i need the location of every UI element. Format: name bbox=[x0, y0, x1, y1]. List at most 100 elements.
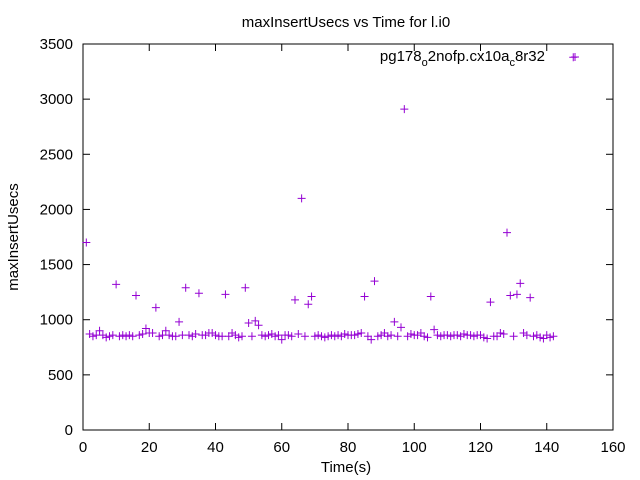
data-point bbox=[128, 332, 137, 341]
data-point bbox=[373, 332, 382, 341]
data-point bbox=[380, 328, 389, 337]
data-point bbox=[85, 330, 94, 339]
data-point bbox=[135, 331, 144, 340]
data-point bbox=[393, 332, 402, 341]
data-point bbox=[194, 289, 203, 298]
x-tick-label: 140 bbox=[534, 439, 559, 456]
data-point bbox=[483, 334, 492, 343]
data-point bbox=[453, 331, 462, 340]
data-point bbox=[569, 53, 578, 62]
data-point bbox=[188, 332, 197, 341]
y-tick-label: 500 bbox=[48, 367, 73, 384]
data-point bbox=[277, 335, 286, 344]
data-point bbox=[211, 331, 220, 340]
x-tick-label: 100 bbox=[402, 439, 427, 456]
legend-label: pg178o2nofp.cx10ac8r32 bbox=[380, 48, 545, 69]
data-point bbox=[363, 332, 372, 341]
y-tick-label: 1500 bbox=[40, 257, 73, 274]
data-point bbox=[350, 331, 359, 340]
data-point bbox=[238, 332, 246, 341]
data-point bbox=[138, 330, 147, 339]
x-tick-label: 40 bbox=[207, 439, 224, 456]
data-point bbox=[221, 290, 230, 299]
data-point bbox=[496, 328, 505, 337]
chart-title: maxInsertUsecs vs Time for l.i0 bbox=[242, 14, 450, 31]
data-point bbox=[271, 332, 280, 341]
data-point bbox=[171, 332, 180, 341]
data-point bbox=[284, 331, 293, 340]
data-point bbox=[522, 331, 531, 340]
y-tick-label: 0 bbox=[65, 422, 73, 439]
data-point bbox=[509, 332, 518, 341]
data-point bbox=[241, 283, 250, 292]
data-point bbox=[529, 332, 538, 341]
data-point bbox=[105, 332, 114, 341]
x-tick-label: 80 bbox=[340, 439, 357, 456]
data-point bbox=[112, 280, 121, 289]
data-point bbox=[307, 292, 316, 301]
data-point bbox=[499, 330, 508, 339]
data-point bbox=[383, 332, 392, 341]
x-tick-label: 160 bbox=[600, 439, 625, 456]
legend: pg178o2nofp.cx10ac8r32 bbox=[380, 48, 579, 69]
x-axis-ticks: 0 20 40 60 80 100 120 140 160 bbox=[79, 44, 626, 456]
data-point bbox=[95, 326, 104, 335]
data-point bbox=[400, 105, 409, 114]
data-point bbox=[294, 330, 303, 339]
data-point bbox=[141, 324, 150, 333]
data-point bbox=[512, 290, 521, 299]
data-point bbox=[532, 331, 541, 340]
data-point bbox=[132, 291, 140, 300]
data-point bbox=[108, 331, 117, 340]
data-point bbox=[549, 332, 558, 341]
legend-text-part: 2nofp.cx10a bbox=[428, 48, 510, 65]
data-point bbox=[231, 331, 240, 340]
data-point bbox=[546, 333, 555, 342]
data-point bbox=[82, 238, 91, 247]
data-point bbox=[181, 283, 190, 292]
data-point bbox=[175, 317, 184, 326]
data-point bbox=[88, 332, 97, 341]
data-point bbox=[426, 292, 435, 301]
data-point bbox=[476, 331, 485, 340]
legend-subscript: c bbox=[509, 57, 515, 69]
x-tick-label: 120 bbox=[468, 439, 493, 456]
data-point bbox=[506, 291, 515, 300]
y-tick-label: 3500 bbox=[40, 36, 73, 53]
plot-frame bbox=[82, 43, 614, 431]
data-point bbox=[102, 333, 111, 342]
data-point bbox=[516, 279, 525, 288]
legend-subscript: o bbox=[422, 57, 428, 69]
data-point bbox=[337, 332, 346, 341]
data-point bbox=[304, 300, 313, 309]
data-point bbox=[536, 333, 545, 342]
data-point bbox=[436, 332, 445, 341]
data-point bbox=[98, 331, 107, 340]
data-point bbox=[360, 292, 369, 301]
data-point bbox=[300, 332, 309, 341]
data-point bbox=[244, 319, 253, 328]
data-point bbox=[479, 333, 488, 342]
data-point bbox=[403, 332, 412, 341]
data-point bbox=[456, 332, 465, 341]
data-point bbox=[340, 330, 349, 339]
data-point bbox=[486, 298, 495, 307]
data-point bbox=[264, 331, 273, 340]
data-points bbox=[82, 53, 578, 344]
data-point bbox=[314, 331, 323, 340]
data-point bbox=[519, 328, 528, 337]
data-point bbox=[469, 332, 478, 341]
x-tick-label: 0 bbox=[79, 439, 87, 456]
data-point bbox=[287, 332, 296, 341]
data-point bbox=[390, 317, 399, 326]
data-point bbox=[234, 333, 243, 342]
data-point bbox=[148, 328, 157, 337]
data-point bbox=[493, 332, 502, 341]
data-point bbox=[430, 325, 439, 334]
data-point bbox=[539, 334, 548, 343]
data-point bbox=[155, 332, 164, 341]
y-axis-ticks: 0 500 1000 1500 2000 2500 3000 3500 bbox=[40, 36, 613, 439]
data-point bbox=[161, 326, 170, 335]
data-point bbox=[254, 321, 263, 330]
